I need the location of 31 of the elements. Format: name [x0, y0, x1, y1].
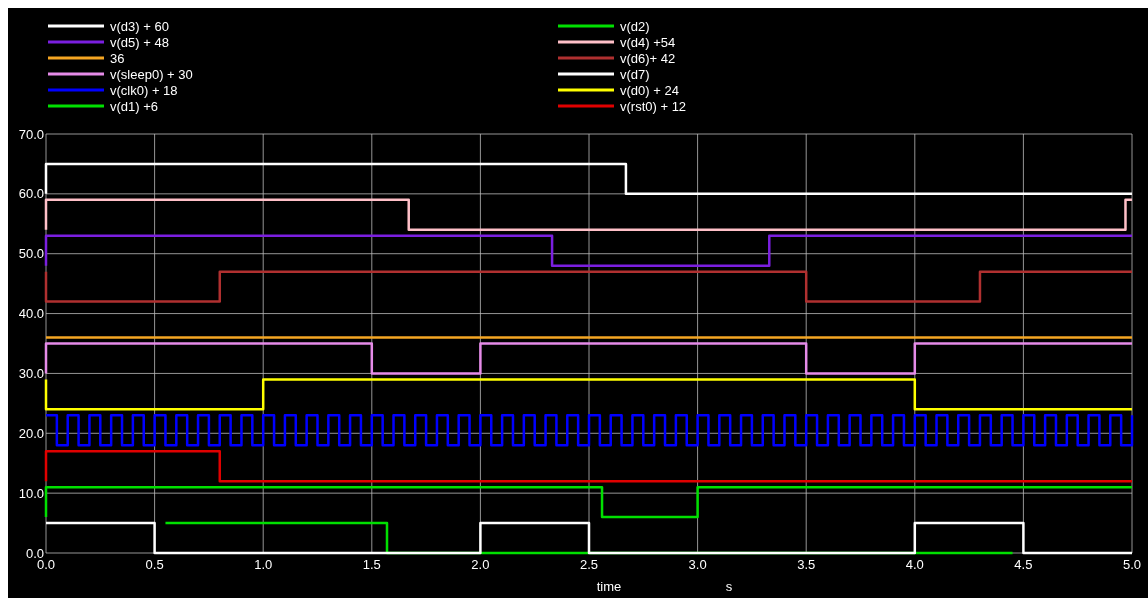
x-tick-label: 3.0: [688, 557, 707, 572]
legend-label: v(sleep0) + 30: [110, 66, 193, 82]
legend-label: v(d6)+ 42: [620, 50, 676, 66]
x-tick-label: 2.0: [471, 557, 490, 572]
x-tick-label: 4.0: [905, 557, 924, 572]
y-tick-label: 50.0: [18, 246, 44, 262]
y-tick-label: 10.0: [18, 485, 44, 501]
x-tick-label: 1.5: [362, 557, 381, 572]
y-tick-label: 60.0: [18, 186, 44, 202]
legend-label: v(d4) +54: [620, 34, 676, 50]
y-tick-label: 30.0: [18, 365, 44, 381]
x-tick-label: 5.0: [1122, 557, 1142, 572]
legend-label: v(d3) + 60: [110, 18, 169, 34]
x-tick-label: 1.0: [254, 557, 273, 572]
x-tick-label: 3.5: [797, 557, 816, 572]
legend-label: v(d0) + 24: [620, 82, 679, 98]
legend-label: 36: [110, 50, 125, 66]
x-tick-label: 0.5: [145, 557, 164, 572]
legend-label: v(d7): [620, 66, 650, 82]
legend-label: v(d1) +6: [110, 98, 159, 114]
y-tick-label: 20.0: [18, 425, 44, 441]
legend-label: v(d5) + 48: [110, 34, 169, 50]
y-tick-label: 40.0: [18, 306, 44, 322]
text: s: [725, 579, 733, 594]
legend-label: v(clk0) + 18: [110, 82, 178, 98]
legend-label: v(rst0) + 12: [620, 98, 687, 114]
x-tick-label: 2.5: [579, 557, 599, 572]
legend-label: v(d2): [620, 18, 650, 34]
x-axis-title: time: [596, 579, 622, 594]
y-tick-label: 70.0: [18, 126, 44, 142]
x-tick-label: 4.5: [1014, 557, 1033, 572]
